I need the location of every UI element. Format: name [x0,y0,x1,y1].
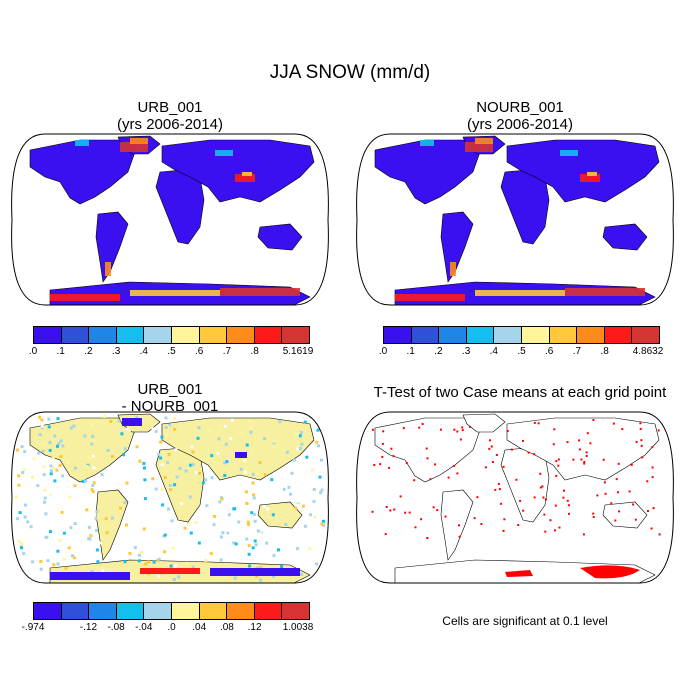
south-america-shape [440,489,474,561]
colorbar-swatch [227,603,255,619]
panel-2-title-line1: NOURB_001 [476,99,564,116]
eurasia-shape [161,417,315,481]
colorbar-swatch [632,327,659,343]
colorbar-tick-label: -.974 [21,622,45,633]
colorbar-tick-label: .6 [195,346,204,357]
panel-4-map [356,411,674,584]
panel-1-high-values [50,138,300,301]
colorbar-tick-label: .1 [406,346,415,357]
colorbar-swatch [199,603,228,619]
colorbar-tick-label: .5 [167,346,176,357]
colorbar-tick-label: -.04 [135,622,153,633]
colorbar-tick-label: -.12 [79,622,98,633]
colorbar-tick-label: .7 [572,346,582,357]
colorbar-swatch [282,603,309,619]
eurasia-shape [161,139,315,203]
panel-2-title-line2: (yrs 2006-2014) [467,116,573,133]
colorbar-swatch [494,327,522,343]
panel-2-colorbar-labels: .0 .1 .2 .3 .4 .5 .6 .7 .8 4.8632 [379,346,663,360]
colorbar-tick-label: 4.8632 [632,346,664,357]
colorbar-swatch [61,603,90,619]
colorbar-tick-label: .08 [219,622,234,633]
colorbar-swatch [227,327,255,343]
colorbar-swatch [199,327,228,343]
colorbar-swatch [116,327,145,343]
colorbar-tick-label: .0 [167,622,176,633]
colorbar-tick-label: .8 [250,346,259,357]
eurasia-shape [506,417,660,481]
panel-3-colorbar [33,602,310,620]
colorbar-swatch [411,327,440,343]
colorbar-swatch [144,603,172,619]
colorbar-tick-label: .2 [434,346,443,357]
colorbar-swatch [254,327,283,343]
colorbar-swatch [34,603,62,619]
panel-3-title-line2: - NOURB_001 [121,398,219,415]
greenland-shape [462,413,506,433]
colorbar-swatch [384,327,412,343]
eurasia-shape [506,139,660,203]
panel-3-title-line1: URB_001 [137,381,203,398]
significance-note: Cells are significant at 0.1 level [442,614,608,628]
panel-4-title: T-Test of two Case means at each grid po… [373,384,667,401]
colorbar-swatch [549,327,578,343]
colorbar-swatch [34,327,62,343]
colorbar-swatch [604,327,633,343]
colorbar-tick-label: 5.1619 [282,346,314,357]
colorbar-tick-label: 1.0038 [282,622,314,633]
colorbar-swatch [89,327,117,343]
panel-4-antarctic-significant-region-2 [505,570,533,577]
panel-3-colorbar-labels: -.974 -.12 -.08 -.04 .0 .04 .08 .12 1.0038 [22,622,314,636]
colorbar-tick-label: .4 [139,346,148,357]
panel-2-title: NOURB_001 (yrs 2006-2014) [360,99,680,133]
panel-4-antarctic-significant-region [580,565,640,579]
colorbar-swatch [116,603,145,619]
colorbar-tick-label: .3 [111,346,121,357]
colorbar-tick-label: .6 [545,346,554,357]
colorbar-tick-label: .04 [192,622,207,633]
colorbar-tick-label: .7 [222,346,232,357]
colorbar-swatch [521,327,550,343]
panel-3-title: URB_001 - NOURB_001 [10,381,330,415]
colorbar-tick-label: .0 [28,346,38,357]
colorbar-tick-label: .12 [247,622,262,633]
colorbar-swatch [282,327,309,343]
colorbar-tick-label: .0 [378,346,388,357]
panel-1-map [11,133,329,306]
panel-3-difference-cells [15,415,328,582]
colorbar-tick-label: .5 [517,346,526,357]
panel-3-map [11,411,329,584]
panel-1-title-line1: URB_001 [137,99,203,116]
panel-1-colorbar [33,326,310,344]
colorbar-swatch [466,327,495,343]
colorbar-tick-label: .1 [56,346,65,357]
colorbar-swatch [171,327,200,343]
panel-4-significant-cells [371,419,661,539]
colorbar-swatch [254,603,283,619]
colorbar-swatch [144,327,172,343]
australia-shape [602,223,648,251]
colorbar-tick-label: .8 [600,346,609,357]
panel-2-map [356,133,674,306]
colorbar-swatch [89,603,117,619]
australia-shape [602,501,648,529]
panel-1-title: URB_001 (yrs 2006-2014) [10,99,330,133]
panel-1-colorbar-labels: .0 .1 .2 .3 .4 .5 .6 .7 .8 5.1619 [29,346,313,360]
panel-1-title-line2: (yrs 2006-2014) [117,116,223,133]
colorbar-tick-label: .2 [84,346,93,357]
colorbar-swatch [577,327,605,343]
colorbar-tick-label: .4 [489,346,498,357]
panel-2-high-values [395,138,645,301]
panel-2-colorbar [383,326,660,344]
colorbar-swatch [61,327,90,343]
colorbar-tick-label: .3 [461,346,471,357]
colorbar-swatch [171,603,200,619]
colorbar-tick-label: -.08 [107,622,125,633]
page-title: JJA SNOW (mm/d) [269,62,431,83]
colorbar-swatch [439,327,467,343]
australia-shape [257,223,303,251]
